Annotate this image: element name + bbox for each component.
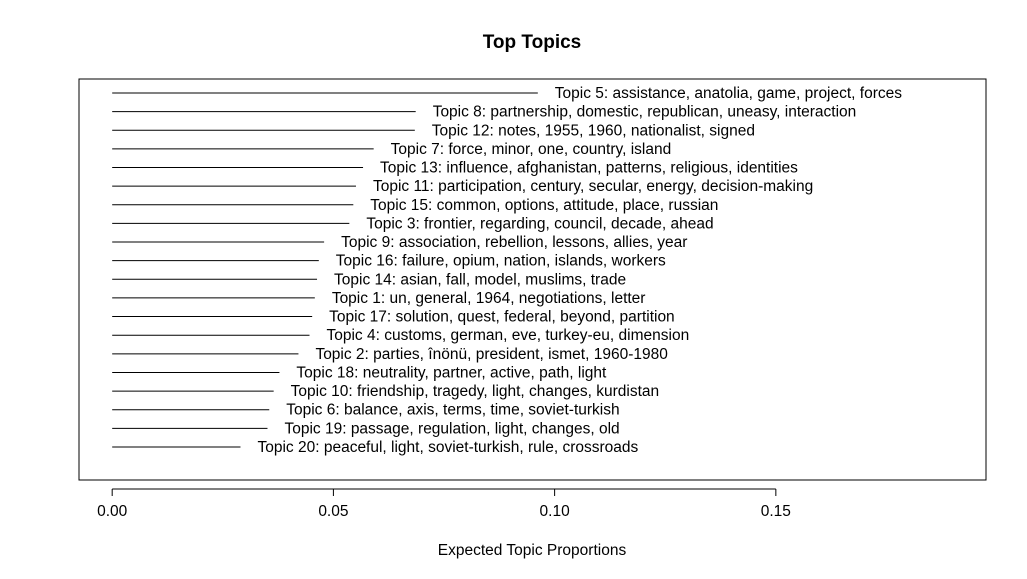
- x-axis-label: Expected Topic Proportions: [438, 542, 627, 559]
- plot-area-frame: [78, 78, 987, 481]
- topic-label: Topic 16: failure, opium, nation, island…: [336, 253, 666, 270]
- x-tick-label: 0.15: [761, 503, 791, 520]
- topic-label: Topic 17: solution, quest, federal, beyo…: [329, 309, 675, 326]
- topic-label: Topic 1: un, general, 1964, negotiations…: [332, 290, 646, 307]
- x-tick-label: 0.10: [540, 503, 571, 520]
- topic-label: Topic 13: influence, afghanistan, patter…: [380, 160, 798, 177]
- topic-label: Topic 9: association, rebellion, lessons…: [341, 234, 687, 251]
- x-axis: 0.00 0.05 0.10 0.15: [97, 488, 791, 520]
- topic-label: Topic 12: notes, 1955, 1960, nationalist…: [432, 122, 755, 139]
- x-tick-label: 0.05: [318, 503, 348, 520]
- x-tick-label: 0.00: [97, 503, 128, 520]
- topic-bars: Topic 5: assistance, anatolia, game, pro…: [112, 85, 902, 456]
- topic-label: Topic 20: peaceful, light, soviet-turkis…: [257, 439, 638, 456]
- topic-label: Topic 2: parties, înönü, president, isme…: [315, 346, 668, 363]
- topic-label: Topic 19: passage, regulation, light, ch…: [284, 420, 619, 437]
- topic-label: Topic 15: common, options, attitude, pla…: [370, 197, 718, 214]
- topic-label: Topic 14: asian, fall, model, muslims, t…: [334, 271, 626, 288]
- topic-label: Topic 18: neutrality, partner, active, p…: [296, 364, 607, 381]
- topic-label: Topic 4: customs, german, eve, turkey-eu…: [327, 327, 690, 344]
- chart-title: Top Topics: [483, 32, 582, 53]
- topic-label: Topic 6: balance, axis, terms, time, sov…: [286, 402, 619, 419]
- topic-label: Topic 3: frontier, regarding, council, d…: [366, 215, 713, 232]
- topic-label: Topic 5: assistance, anatolia, game, pro…: [555, 85, 902, 102]
- topic-label: Topic 10: friendship, tragedy, light, ch…: [291, 383, 659, 400]
- topic-label: Topic 11: participation, century, secula…: [373, 178, 813, 195]
- topic-label: Topic 8: partnership, domestic, republic…: [433, 104, 857, 121]
- topic-label: Topic 7: force, minor, one, country, isl…: [391, 141, 672, 158]
